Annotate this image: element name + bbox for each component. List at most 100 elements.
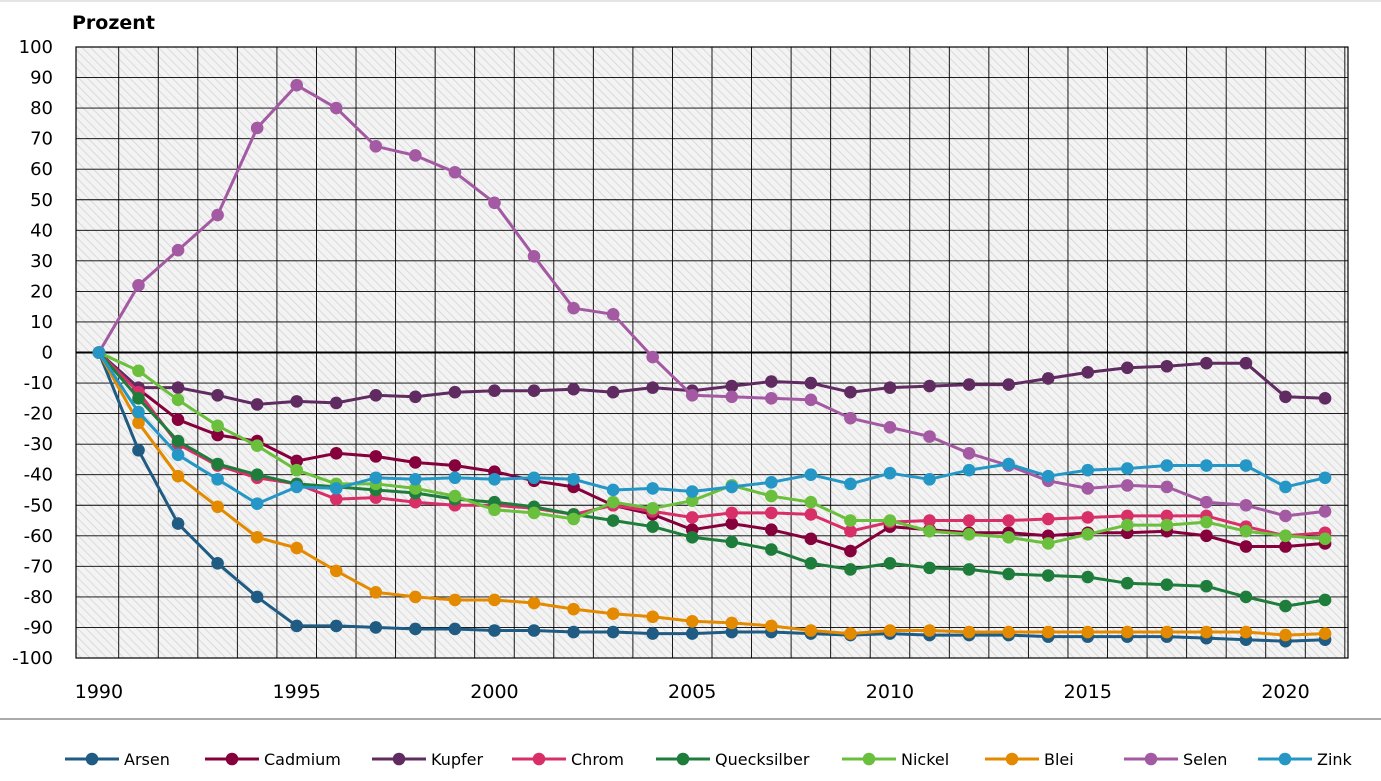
data-point	[804, 468, 818, 482]
data-point	[329, 619, 343, 633]
data-point	[1081, 527, 1095, 541]
data-point	[725, 379, 739, 393]
data-point	[1318, 505, 1332, 518]
data-point	[92, 346, 106, 359]
data-point	[448, 459, 462, 472]
data-point	[883, 556, 897, 570]
x-tick-label: 2005	[668, 681, 716, 703]
y-tick-label: 0	[42, 343, 53, 364]
data-point	[290, 395, 304, 408]
data-point	[290, 463, 304, 477]
y-tick-label: 100	[19, 37, 53, 58]
legend-item-kupfer: Kupfer	[372, 750, 483, 769]
data-point	[250, 439, 264, 452]
legend-swatch-marker	[1005, 752, 1019, 766]
data-point	[567, 512, 580, 526]
data-point	[369, 139, 383, 153]
data-point	[1081, 463, 1095, 477]
data-point	[211, 428, 224, 442]
y-tick-label: -100	[12, 648, 53, 669]
data-point	[171, 517, 185, 530]
y-tick-labels: 1009080706050403020100-10-20-30-40-50-60…	[12, 37, 53, 669]
legend-item-blei: Blei	[985, 750, 1074, 769]
y-tick-label: -80	[24, 587, 53, 608]
data-point	[1002, 531, 1015, 544]
data-point	[962, 447, 976, 460]
data-point	[1239, 524, 1253, 538]
data-point	[646, 381, 659, 394]
data-point	[1160, 359, 1174, 373]
data-point	[923, 514, 936, 527]
y-tick-label: 10	[30, 312, 53, 333]
data-point	[409, 590, 422, 604]
data-point	[646, 350, 659, 364]
data-point	[369, 586, 383, 599]
legend: Arsen Cadmium Kupfer Chrom Quecksilber Nickel…	[65, 750, 1353, 769]
legend-item-chrom: Chrom	[512, 750, 624, 769]
legend-swatch-marker	[225, 752, 239, 766]
data-point	[1318, 627, 1332, 640]
series-nickel	[92, 346, 1332, 550]
data-point	[765, 489, 778, 503]
data-point	[1200, 495, 1213, 509]
x-tick-label: 2015	[1064, 681, 1112, 703]
y-tick-label: 20	[30, 281, 53, 302]
data-point	[804, 624, 818, 637]
data-point	[1160, 518, 1174, 532]
y-tick-label: -20	[24, 404, 53, 425]
data-point	[1041, 512, 1055, 526]
data-point	[409, 622, 422, 636]
data-point	[488, 593, 501, 607]
legend-label: Cadmium	[264, 750, 341, 769]
data-point	[962, 378, 976, 391]
data-point	[488, 384, 501, 397]
data-point	[606, 514, 620, 527]
data-point	[567, 625, 580, 639]
data-point	[883, 514, 897, 527]
data-point	[409, 149, 422, 162]
data-point	[1239, 540, 1253, 553]
data-point	[329, 564, 343, 578]
data-point	[329, 396, 343, 410]
data-point	[527, 596, 541, 610]
data-point	[1081, 366, 1095, 379]
data-point	[962, 563, 976, 576]
data-point	[646, 482, 659, 495]
data-point	[844, 477, 857, 491]
data-point	[923, 379, 936, 393]
legend-swatch-marker	[862, 752, 876, 766]
data-point	[1200, 529, 1213, 543]
data-point	[448, 622, 462, 636]
data-point	[1279, 599, 1292, 613]
data-point	[765, 619, 778, 633]
data-point	[1318, 392, 1332, 405]
data-point	[409, 390, 422, 404]
y-tick-label: 90	[30, 68, 53, 89]
series-line	[97, 351, 1326, 643]
x-tick-label: 2000	[470, 681, 518, 703]
legend-swatch-marker	[676, 752, 690, 766]
data-point	[1120, 462, 1134, 475]
data-point	[844, 544, 857, 558]
legend-label: Nickel	[901, 750, 949, 769]
x-tick-label: 1995	[273, 681, 321, 703]
data-point	[1318, 532, 1332, 546]
data-point	[646, 610, 659, 624]
legend-item-selen: Selen	[1124, 750, 1227, 769]
data-point	[804, 393, 818, 407]
data-point	[804, 556, 818, 570]
y-axis-title: Prozent	[72, 12, 155, 34]
data-point	[883, 466, 897, 480]
data-point	[1120, 576, 1134, 590]
data-point	[527, 384, 541, 397]
data-point	[1120, 479, 1134, 492]
data-point	[1279, 540, 1292, 553]
y-tick-label: 40	[30, 220, 53, 241]
data-point	[132, 416, 145, 430]
data-point	[488, 472, 501, 486]
data-point	[685, 627, 699, 640]
data-point	[1002, 457, 1015, 471]
data-point	[132, 392, 145, 405]
data-point	[171, 413, 185, 427]
